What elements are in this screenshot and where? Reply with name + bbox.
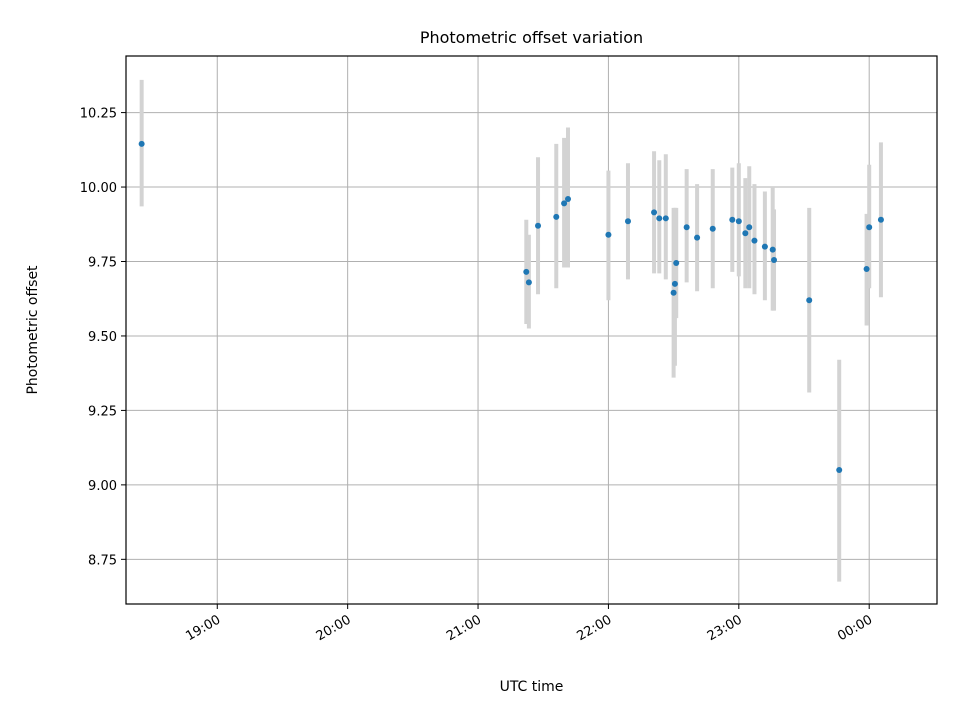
data-point: [673, 259, 680, 266]
data-point: [769, 246, 776, 253]
x-axis-label: UTC time: [500, 679, 564, 695]
data-point: [671, 280, 678, 287]
data-point: [535, 222, 542, 229]
data-point: [651, 209, 658, 216]
data-point: [877, 216, 884, 223]
data-point: [735, 218, 742, 225]
data-point: [729, 216, 736, 223]
data-point: [656, 215, 663, 222]
data-point: [670, 289, 677, 296]
data-point: [866, 224, 873, 231]
chart-title: Photometric offset variation: [420, 28, 643, 47]
data-point: [751, 237, 758, 244]
data-point: [771, 257, 778, 264]
y-tick-label: 9.50: [88, 330, 117, 345]
data-point: [863, 265, 870, 272]
data-point: [561, 200, 568, 207]
data-point: [709, 225, 716, 232]
data-point: [806, 297, 813, 304]
y-axis-label: Photometric offset: [25, 265, 41, 395]
data-point: [624, 218, 631, 225]
data-point: [138, 140, 145, 147]
data-point: [694, 234, 701, 241]
data-point: [523, 268, 530, 275]
y-tick-label: 10.00: [80, 181, 117, 196]
data-point: [746, 224, 753, 231]
data-point: [836, 466, 843, 473]
plot-frame: [125, 55, 938, 605]
grid-layer: [126, 56, 937, 604]
data-point: [553, 213, 560, 220]
y-tick-label: 9.25: [88, 404, 117, 419]
y-tick-label: 9.00: [88, 479, 117, 494]
point-layer: [138, 140, 884, 473]
data-point: [761, 243, 768, 250]
data-point: [683, 224, 690, 231]
y-tick-label: 9.75: [88, 256, 117, 271]
data-point: [605, 231, 612, 238]
data-point: [742, 230, 749, 237]
data-point: [525, 279, 532, 286]
data-point: [565, 195, 572, 202]
y-tick-label: 8.75: [88, 553, 117, 568]
data-point: [662, 215, 669, 222]
y-tick-label: 10.25: [80, 107, 117, 122]
